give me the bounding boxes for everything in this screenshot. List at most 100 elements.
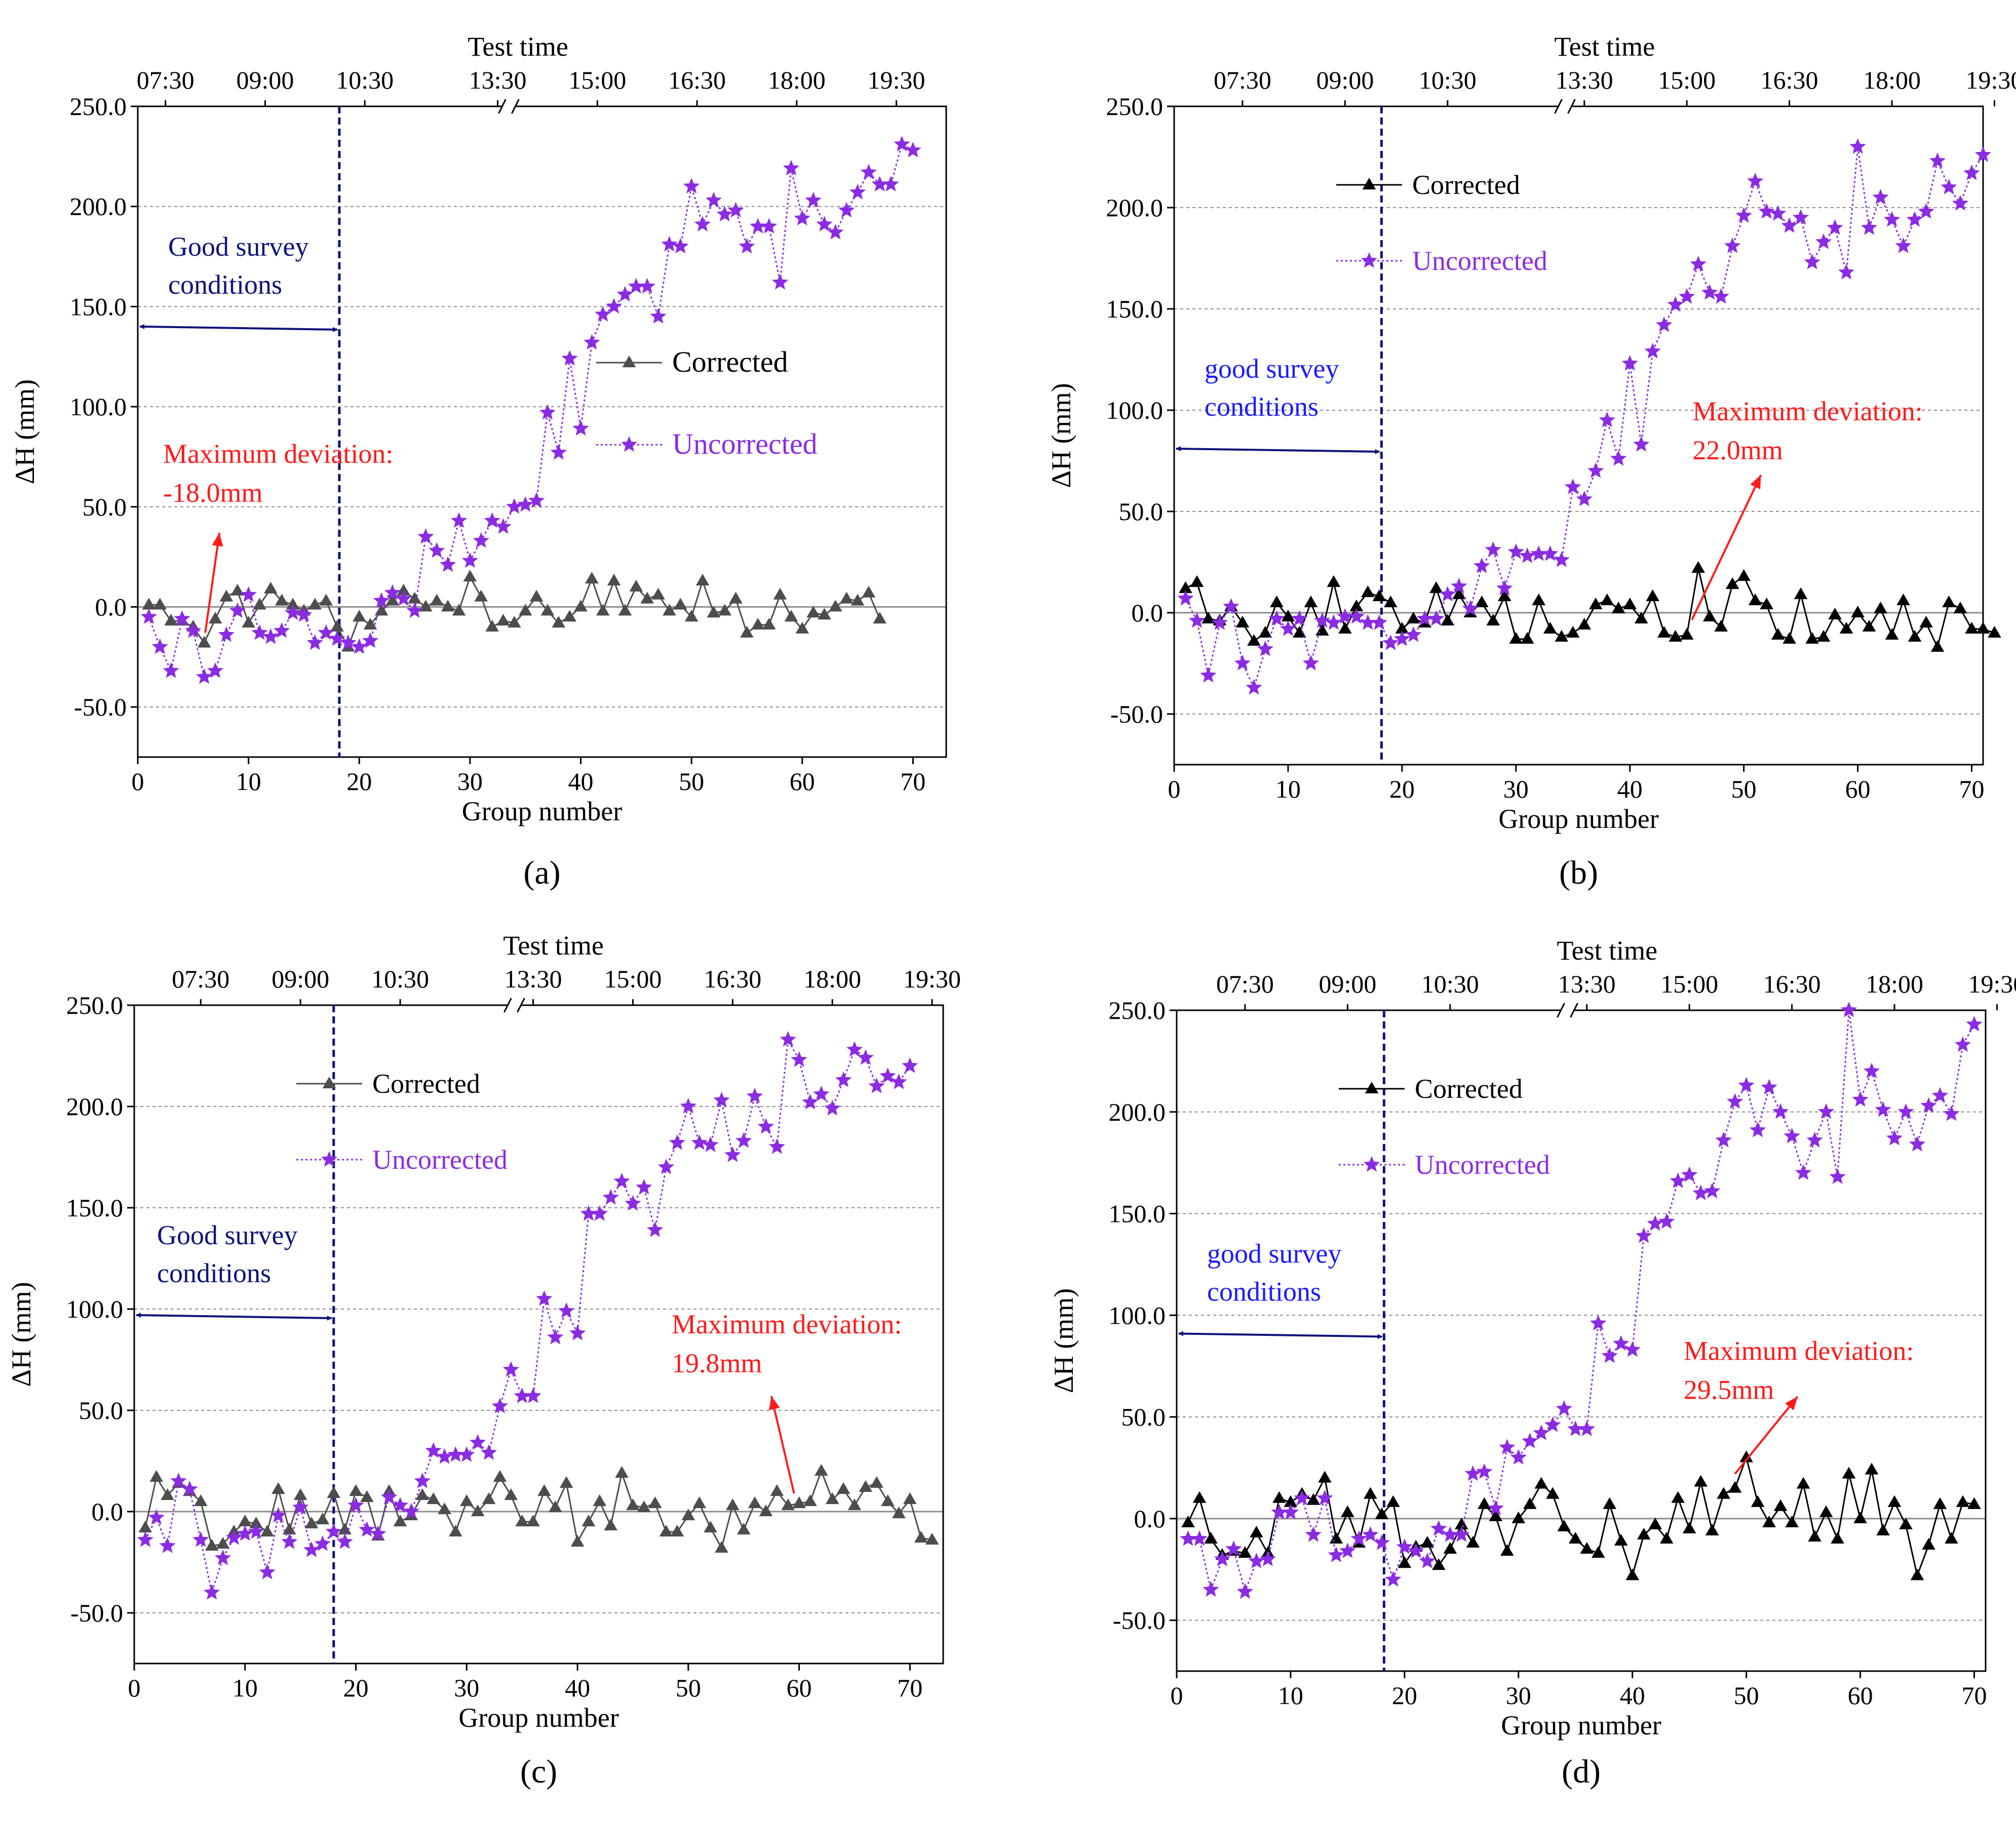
uncorrected-point xyxy=(502,1361,519,1377)
corrected-point xyxy=(604,1519,617,1531)
uncorrected-point xyxy=(1259,1551,1276,1566)
uncorrected-point xyxy=(196,668,213,684)
y-tick-label: 0.0 xyxy=(1132,599,1164,627)
y-tick-label: 200.0 xyxy=(70,192,127,221)
corrected-point xyxy=(1361,585,1375,598)
corrected-point xyxy=(463,570,477,582)
top-tick-label: 19:30 xyxy=(903,965,961,993)
corrected-point xyxy=(142,598,156,610)
corrected-point xyxy=(1976,622,1990,634)
x-axis-title: Group number xyxy=(462,796,622,826)
corrected-point xyxy=(1500,1544,1514,1556)
corrected-point xyxy=(1235,616,1250,628)
corrected-point xyxy=(1349,600,1364,612)
uncorrected-point xyxy=(1223,598,1239,614)
top-tick-label: 09:00 xyxy=(1316,66,1374,94)
corrected-point xyxy=(393,1515,407,1527)
corrected-point xyxy=(684,610,699,622)
uncorrected-point xyxy=(1610,450,1627,466)
corrected-point xyxy=(1478,1497,1491,1509)
corrected-point xyxy=(197,636,211,648)
corrected-point xyxy=(1318,1471,1332,1483)
top-tick-label: 10:30 xyxy=(371,965,429,993)
corrected-point xyxy=(253,598,266,610)
y-axis-title: ΔH (mm) xyxy=(1046,383,1076,488)
survey-span-arrow xyxy=(136,1313,332,1321)
legend-uncorrected-marker xyxy=(1363,1156,1380,1172)
y-tick-label: 100.0 xyxy=(1109,1301,1166,1329)
corrected-point xyxy=(1372,589,1386,602)
corrected-point xyxy=(1181,1515,1195,1527)
plot-frame xyxy=(133,1004,944,1665)
corrected-point xyxy=(1876,1523,1890,1536)
plot-frame xyxy=(1176,1009,1987,1672)
legend-uncorrected-label: Uncorrected xyxy=(1412,246,1547,276)
corrected-point xyxy=(1751,1495,1765,1507)
max-deviation-label: Maximum deviation: xyxy=(672,1309,902,1339)
corrected-point xyxy=(164,614,178,626)
uncorrected-point xyxy=(274,622,290,638)
uncorrected-point xyxy=(702,1136,719,1152)
max-deviation-arrow xyxy=(1691,474,1762,620)
uncorrected-point xyxy=(580,1205,597,1221)
corrected-point xyxy=(1762,1515,1776,1527)
uncorrected-point xyxy=(1200,667,1217,683)
corrected-point xyxy=(1398,1556,1412,1568)
top-tick-label: 16:30 xyxy=(1763,970,1821,998)
corrected-point xyxy=(1839,622,1853,634)
corrected-point xyxy=(1669,630,1682,642)
x-tick-label: 0 xyxy=(1171,1681,1183,1710)
corrected-point xyxy=(659,1525,673,1537)
uncorrected-point xyxy=(595,306,611,322)
uncorrected-point xyxy=(170,1473,187,1488)
uncorrected-point xyxy=(727,202,744,218)
uncorrected-point xyxy=(794,210,810,226)
corrected-point xyxy=(726,1498,740,1511)
max-deviation-arrowhead xyxy=(1750,475,1761,490)
corrected-point xyxy=(471,1505,485,1517)
corrected-point xyxy=(836,1482,850,1494)
corrected-point xyxy=(540,604,555,616)
corrected-point xyxy=(729,591,743,604)
uncorrected-point xyxy=(1750,1121,1766,1137)
corrected-point xyxy=(474,589,488,602)
top-tick-label: 19:30 xyxy=(1968,970,2016,998)
corrected-point xyxy=(847,1498,862,1511)
uncorrected-point xyxy=(591,1205,608,1221)
top-tick-label: 09:00 xyxy=(1319,970,1376,998)
uncorrected-point xyxy=(783,160,800,176)
corrected-point xyxy=(1443,1542,1457,1554)
y-tick-label: 150.0 xyxy=(1106,295,1164,323)
corrected-point xyxy=(438,1502,451,1515)
x-axis-title: Group number xyxy=(458,1703,618,1733)
uncorrected-point xyxy=(1257,641,1274,656)
uncorrected-point xyxy=(1360,614,1376,630)
uncorrected-point xyxy=(1430,1520,1447,1536)
corrected-point xyxy=(330,620,344,632)
corrected-point xyxy=(596,604,610,616)
corrected-point xyxy=(1851,606,1865,618)
uncorrected-point xyxy=(1302,655,1320,670)
uncorrected-point xyxy=(1701,284,1718,300)
uncorrected-point xyxy=(713,1092,730,1107)
corrected-point xyxy=(718,604,732,616)
top-tick-label: 13:30 xyxy=(505,965,562,993)
uncorrected-point xyxy=(1507,543,1524,559)
corrected-point xyxy=(704,1521,717,1533)
uncorrected-point xyxy=(572,420,589,436)
uncorrected-point xyxy=(1897,1103,1914,1119)
corrected-point xyxy=(449,1525,462,1537)
corrected-point xyxy=(593,1494,607,1507)
survey-note-line1: good survey xyxy=(1205,353,1339,384)
x-tick-label: 60 xyxy=(1845,775,1871,803)
uncorrected-point xyxy=(680,1098,696,1114)
corrected-point xyxy=(286,598,300,610)
uncorrected-point xyxy=(757,1118,774,1134)
legend-corrected-label: Corrected xyxy=(1412,170,1520,200)
corrected-point xyxy=(792,1496,806,1509)
corrected-point xyxy=(1671,1491,1685,1503)
corrected-point xyxy=(1532,593,1546,606)
uncorrected-point xyxy=(251,624,268,640)
uncorrected-point xyxy=(1225,1540,1242,1556)
